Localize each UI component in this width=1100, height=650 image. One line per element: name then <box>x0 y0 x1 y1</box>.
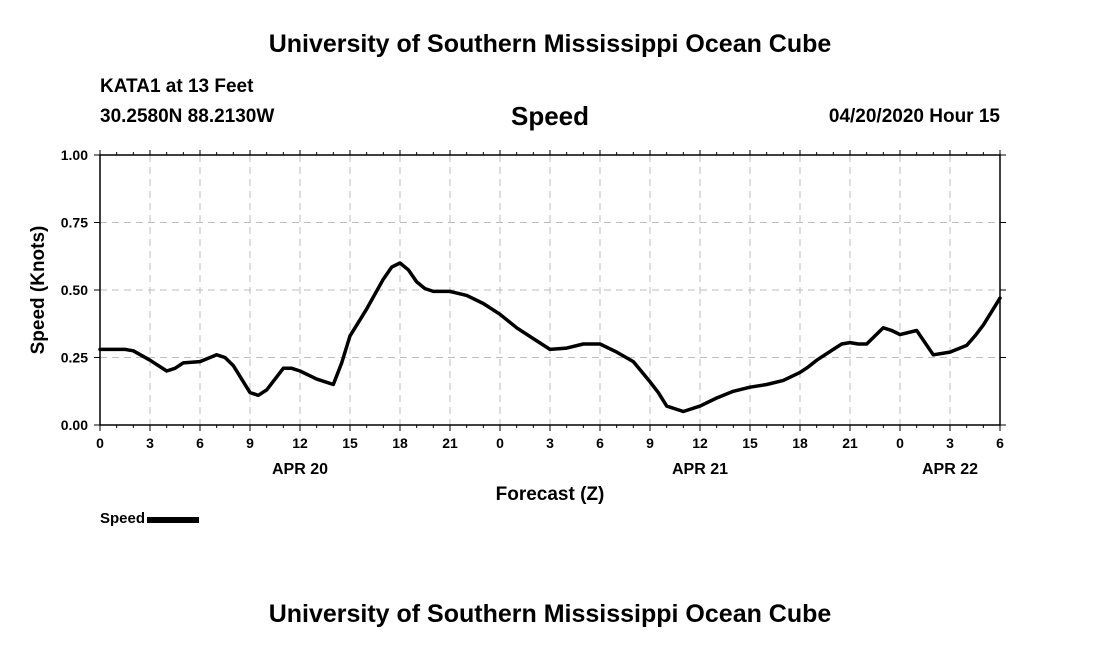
date-label: APR 21 <box>672 461 728 478</box>
speed-chart: 0 3 6 9 12 15 18 21 0 3 6 9 12 15 18 21 0 3 6 0.00 0.25 0.50 0… <box>28 147 1006 505</box>
x-tick-label: 9 <box>646 435 654 451</box>
series-layer <box>98 261 1002 414</box>
y-tick-label: 0.50 <box>61 282 88 298</box>
plot-frame <box>99 154 1001 426</box>
x-tick-label: 0 <box>896 435 904 451</box>
x-tick-label: 3 <box>946 435 954 451</box>
axes: 0 3 6 9 12 15 18 21 0 3 6 9 12 15 18 21 0 3 6 0.00 0.25 0.50 0… <box>61 147 1006 478</box>
x-tick-label: 12 <box>692 435 708 451</box>
chart-title: Speed <box>510 101 590 131</box>
y-tick-label: 1.00 <box>61 147 88 163</box>
date-label: APR 22 <box>922 461 978 478</box>
y-axis-label: Speed (Knots) <box>28 226 49 355</box>
y-tick-label: 0.25 <box>61 350 88 366</box>
page-title: University of Southern Mississippi Ocean… <box>268 30 832 58</box>
x-tick-label: 6 <box>196 435 204 451</box>
x-axis-label: Forecast (Z) <box>496 484 605 505</box>
legend-swatch <box>147 517 200 523</box>
x-tick-label: 0 <box>496 435 504 451</box>
x-tick-label: 18 <box>392 435 408 451</box>
x-tick-label: 3 <box>546 435 554 451</box>
y-tick-label: 0.00 <box>61 417 88 433</box>
x-tick-label: 21 <box>842 435 858 451</box>
x-tick-label: 0 <box>96 435 104 451</box>
legend: Speed <box>100 510 200 527</box>
x-tick-label: 3 <box>146 435 154 451</box>
series-line-speed <box>98 261 1002 414</box>
x-tick-label: 21 <box>442 435 458 451</box>
x-tick-label: 12 <box>292 435 308 451</box>
footer-title: University of Southern Mississippi Ocean… <box>268 600 832 628</box>
grid-layer <box>100 155 1000 425</box>
x-tick-label: 15 <box>342 435 358 451</box>
x-tick-label: 6 <box>596 435 604 451</box>
forecast-datetime: 04/20/2020 Hour 15 <box>828 106 1000 127</box>
station-label: KATA1 at 13 Feet <box>100 76 254 97</box>
x-tick-label: 18 <box>792 435 808 451</box>
coordinates-label: 30.2580N 88.2130W <box>100 106 275 127</box>
date-label: APR 20 <box>272 461 328 478</box>
x-tick-label: 6 <box>996 435 1004 451</box>
x-tick-label: 15 <box>742 435 758 451</box>
legend-label: Speed <box>100 510 146 527</box>
x-tick-label: 9 <box>246 435 254 451</box>
y-tick-label: 0.75 <box>61 215 88 231</box>
